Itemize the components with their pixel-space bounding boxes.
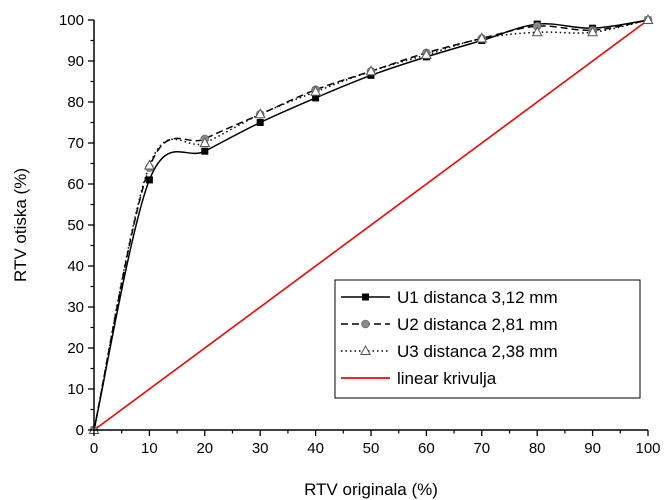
y-tick-label-70: 70 — [67, 135, 84, 152]
y-axis-ticks: 0 10 20 30 40 50 60 70 80 90 100 — [59, 12, 94, 439]
y-tick-label-80: 80 — [67, 94, 84, 111]
series-1-point-2 — [201, 147, 209, 155]
legend-label-4: linear krivulja — [397, 369, 497, 388]
y-tick-label-40: 40 — [67, 258, 84, 275]
series-1-point-4 — [312, 94, 320, 102]
legend-marker-3 — [360, 344, 371, 355]
x-axis-title: RTV originala (%) — [304, 480, 438, 499]
series-1-point-3 — [256, 119, 264, 126]
series-3-point-6 — [420, 48, 432, 59]
x-tick-label-30: 30 — [252, 440, 269, 457]
x-axis-ticks: 0 10 20 30 40 50 60 70 80 90 100 — [90, 430, 661, 457]
x-tick-label-90: 90 — [584, 440, 601, 457]
x-tick-label-80: 80 — [529, 440, 546, 457]
series-3-point-3 — [254, 108, 266, 119]
legend-label-2: U2 distanca 2,81 mm — [397, 315, 558, 334]
plot-markers — [88, 13, 654, 435]
legend: U1 distanca 3,12 mm U2 distanca 2,81 mm U3… — [334, 279, 641, 399]
series-3-point-4 — [310, 85, 322, 96]
x-tick-label-40: 40 — [307, 440, 324, 457]
series-3-point-5 — [365, 65, 377, 76]
y-tick-label-0: 0 — [76, 422, 84, 439]
series-line-4 — [93, 19, 649, 431]
x-tick-label-100: 100 — [635, 440, 660, 457]
legend-label-3: U3 distanca 2,38 mm — [397, 342, 558, 361]
y-tick-label-30: 30 — [67, 299, 84, 316]
legend-label-1: U1 distanca 3,12 mm — [397, 288, 558, 307]
y-axis-title: RTV otiska (%) — [11, 168, 30, 282]
x-tick-label-0: 0 — [90, 440, 98, 457]
legend-marker-2 — [361, 319, 370, 329]
x-tick-label-60: 60 — [418, 440, 435, 457]
y-tick-label-20: 20 — [67, 340, 84, 357]
series-3-point-2 — [199, 136, 211, 147]
y-tick-label-50: 50 — [67, 217, 84, 234]
legend-marker-1 — [362, 293, 369, 301]
x-tick-label-10: 10 — [141, 440, 158, 457]
x-tick-label-20: 20 — [196, 440, 213, 457]
y-tick-label-100: 100 — [59, 12, 84, 29]
series-3-point-1 — [143, 159, 155, 170]
series-3-point-7 — [476, 32, 488, 43]
x-tick-label-70: 70 — [473, 440, 490, 457]
series-3-point-9 — [587, 26, 599, 37]
series-3-point-10 — [642, 13, 654, 24]
y-tick-label-10: 10 — [67, 381, 84, 398]
legend-entries: U1 distanca 3,12 mm U2 distanca 2,81 mm U3… — [341, 288, 558, 388]
x-tick-label-50: 50 — [363, 440, 380, 457]
y-tick-label-60: 60 — [67, 176, 84, 193]
series-3-point-8 — [531, 26, 543, 37]
series-1-point-1 — [145, 176, 153, 184]
y-tick-label-90: 90 — [67, 53, 84, 70]
